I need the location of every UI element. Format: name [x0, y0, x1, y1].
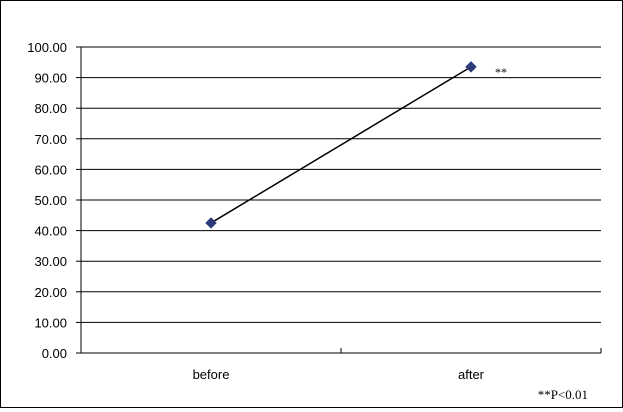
y-tick-label: 100.00 — [27, 40, 67, 55]
y-tick-label: 80.00 — [34, 101, 67, 116]
y-tick-label: 90.00 — [34, 71, 67, 86]
y-tick-label: 20.00 — [34, 285, 67, 300]
x-axis-categories: before after — [193, 367, 485, 382]
series — [205, 61, 477, 229]
y-tick-label: 40.00 — [34, 224, 67, 239]
significance-marker: ** — [495, 65, 507, 79]
footnote: **P<0.01 — [538, 387, 588, 402]
annotations: ** **P<0.01 — [495, 65, 588, 402]
y-tick-label: 50.00 — [34, 193, 67, 208]
x-category-label: after — [458, 367, 485, 382]
data-point-before — [205, 217, 217, 229]
gridlines — [81, 46, 601, 323]
y-axis-ticks: 0.00 10.00 20.00 30.00 40.00 50.00 60.00 70.00 8… — [27, 40, 81, 361]
y-tick-label: 0.00 — [42, 346, 67, 361]
series-line — [210, 66, 472, 224]
y-tick-label: 70.00 — [34, 132, 67, 147]
y-tick-label: 10.00 — [34, 315, 67, 330]
y-tick-label: 30.00 — [34, 254, 67, 269]
axes — [80, 47, 602, 354]
y-tick-label: 60.00 — [34, 162, 67, 177]
x-category-label: before — [193, 367, 230, 382]
data-point-after — [465, 61, 477, 73]
